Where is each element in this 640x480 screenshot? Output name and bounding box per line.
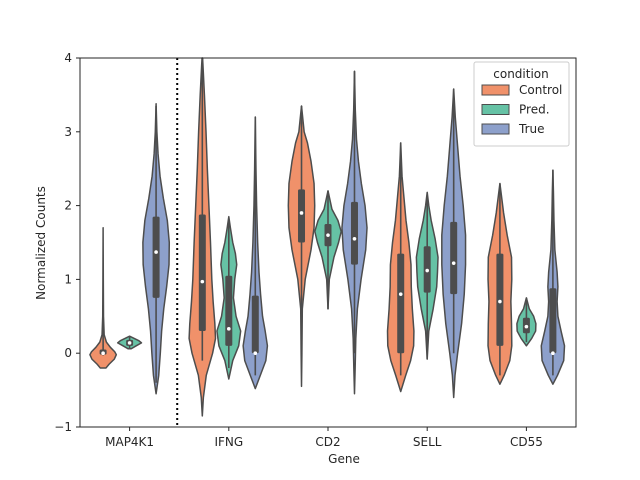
violin-iqr-box <box>152 216 160 298</box>
x-tick-label: CD55 <box>510 435 543 449</box>
violin-cd55-control <box>487 182 513 385</box>
legend-swatch-control <box>481 84 510 96</box>
violin-ifng-true <box>242 116 269 390</box>
x-axis-label: Gene <box>328 452 360 466</box>
violin-median-point <box>524 324 529 329</box>
violin-sell-control <box>386 142 415 393</box>
y-axis-label: Normalized Counts <box>34 186 48 300</box>
legend-swatch-true <box>481 123 510 135</box>
violin-cd2-control <box>287 105 316 388</box>
violin-iqr-box <box>397 253 405 354</box>
y-tick-label: 2 <box>64 199 72 213</box>
violin-median-point <box>425 268 430 273</box>
y-tick-label: 3 <box>64 125 72 139</box>
violin-median-point <box>398 292 403 296</box>
x-tick-label: SELL <box>413 435 442 449</box>
violin-map4k1-control <box>89 226 118 369</box>
violin-median-point <box>101 351 105 356</box>
x-axis: MAP4K1 IFNG CD2 SELL CD55 <box>105 427 543 449</box>
violin-iqr-box <box>225 275 233 346</box>
violin-iqr-box <box>350 201 358 265</box>
legend-entries: Control Pred. True <box>481 83 562 136</box>
violin-map4k1-pred <box>116 335 143 350</box>
violin-cd2-true <box>341 70 368 395</box>
violin-iqr-box <box>549 288 557 354</box>
violin-iqr-box <box>251 295 259 354</box>
plot-frame <box>79 57 577 428</box>
legend-swatch-pred <box>481 104 510 115</box>
violin-iqr-box <box>450 221 458 295</box>
violin-median-point <box>127 341 132 345</box>
violin-body <box>89 226 118 369</box>
violin-median-point <box>451 261 456 265</box>
violin-map4k1-true <box>142 103 171 395</box>
violin-sell-pred <box>415 191 439 360</box>
violin-iqr-box <box>496 253 504 346</box>
y-tick-label: −1 <box>54 420 72 434</box>
x-tick-label: CD2 <box>315 435 340 449</box>
violin-iqr-box <box>198 214 206 332</box>
y-tick-label: 0 <box>64 346 72 360</box>
legend-label-pred: Pred. <box>519 103 550 117</box>
legend-label-control: Control <box>519 83 562 97</box>
legend: condition Control Pred. True <box>473 61 570 147</box>
violin-median-point <box>299 211 304 215</box>
violin-ifng-pred <box>216 215 242 380</box>
violins-layer <box>89 57 566 417</box>
violin-cd55-pred <box>516 297 537 347</box>
legend-label-true: True <box>518 122 545 136</box>
legend-title: condition <box>493 67 548 81</box>
violin-median-point <box>326 233 330 237</box>
x-tick-label: MAP4K1 <box>105 435 154 449</box>
violin-median-point <box>498 299 502 304</box>
violin-iqr-box <box>298 189 306 243</box>
y-tick-label: 1 <box>64 272 72 286</box>
violin-median-point <box>200 279 205 284</box>
violin-cd2-pred <box>314 190 342 310</box>
violin-median-point <box>551 351 555 356</box>
x-tick-label: IFNG <box>214 435 243 449</box>
violin-median-point <box>154 250 158 254</box>
violin-median-point <box>352 237 357 241</box>
y-axis: −1 0 1 2 3 4 <box>54 51 80 434</box>
y-tick-label: 4 <box>64 51 72 65</box>
violin-median-point <box>253 351 258 356</box>
violin-sell-true <box>441 88 467 399</box>
violin-cd55-true <box>540 169 566 385</box>
violin-median-point <box>227 327 231 331</box>
